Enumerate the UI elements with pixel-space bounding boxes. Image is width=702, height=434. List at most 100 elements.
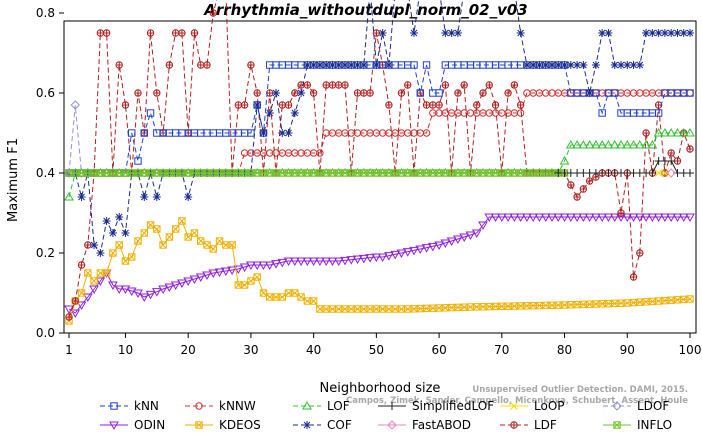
x-axis: 1 10 20 30 40 50 60 70 80 90 100 bbox=[65, 333, 701, 357]
data-point-ldf bbox=[579, 185, 588, 193]
legend-marker-knnw bbox=[195, 402, 203, 410]
data-point-ldf bbox=[479, 89, 487, 97]
data-point-odin bbox=[559, 213, 570, 223]
data-point-ldf bbox=[460, 81, 468, 89]
data-point-cof bbox=[686, 29, 694, 37]
data-point-odin bbox=[471, 229, 482, 239]
y-tick-label: 0.8 bbox=[36, 6, 55, 20]
data-point-cof bbox=[441, 29, 450, 37]
watermark-line-1: Unsupervised Outlier Detection. DAMI, 20… bbox=[472, 385, 688, 395]
data-point-knn bbox=[247, 129, 255, 137]
data-point-cof bbox=[315, 61, 324, 69]
data-point-odin bbox=[409, 246, 419, 256]
x-tick-label: 40 bbox=[306, 343, 321, 357]
series-ldof bbox=[64, 100, 93, 178]
plot-series bbox=[64, 0, 695, 325]
data-point-odin bbox=[591, 213, 601, 223]
data-point-cof bbox=[516, 29, 525, 37]
data-point-cof bbox=[284, 129, 293, 137]
legend-label-cof: COF bbox=[327, 418, 352, 432]
data-point-ldf bbox=[636, 249, 644, 257]
data-point-ldf bbox=[247, 61, 255, 69]
data-point-ldf bbox=[309, 89, 318, 97]
data-point-ldf bbox=[667, 149, 675, 157]
data-point-odin bbox=[578, 213, 589, 223]
data-point-loop bbox=[654, 169, 663, 177]
x-tick-label: 100 bbox=[679, 343, 702, 357]
data-point-odin bbox=[534, 213, 545, 223]
data-point-cof bbox=[604, 29, 613, 37]
data-point-ldf bbox=[77, 261, 86, 269]
data-point-odin bbox=[315, 257, 325, 267]
data-point-ldf bbox=[284, 101, 293, 109]
series-inflo bbox=[65, 169, 569, 177]
data-point-cof bbox=[566, 61, 575, 69]
series-fastabod bbox=[666, 168, 676, 178]
data-point-cof bbox=[610, 61, 619, 69]
x-tick-label: 50 bbox=[369, 343, 384, 357]
data-point-kdeos bbox=[153, 225, 161, 233]
data-point-cof bbox=[535, 61, 544, 69]
data-point-odin bbox=[252, 261, 263, 271]
legend-marker-ldf bbox=[510, 421, 518, 429]
data-point-odin bbox=[647, 213, 658, 223]
x-tick-label: 70 bbox=[494, 343, 509, 357]
legend-label-ldof: LDOF bbox=[637, 399, 669, 413]
data-point-cof bbox=[579, 61, 588, 69]
data-point-cof bbox=[554, 61, 563, 69]
data-point-inflo bbox=[535, 169, 544, 177]
data-point-lof bbox=[572, 139, 582, 149]
data-point-ldf bbox=[234, 101, 243, 109]
data-point-odin bbox=[478, 221, 488, 231]
data-point-knn bbox=[654, 109, 663, 117]
data-point-knnw bbox=[422, 129, 431, 137]
data-point-ldf bbox=[516, 101, 525, 109]
data-point-ldf bbox=[71, 297, 79, 305]
data-point-ldf bbox=[673, 157, 682, 165]
data-point-ldf bbox=[178, 29, 186, 37]
data-point-ldf bbox=[240, 101, 249, 109]
data-point-odin bbox=[183, 277, 194, 287]
data-point-lof bbox=[666, 127, 677, 137]
data-point-odin bbox=[672, 213, 683, 223]
data-point-ldf bbox=[404, 81, 412, 89]
data-point-odin bbox=[603, 213, 614, 223]
data-point-odin bbox=[597, 213, 608, 223]
data-point-odin bbox=[421, 244, 432, 253]
data-point-odin bbox=[302, 257, 313, 267]
data-point-odin bbox=[515, 213, 526, 223]
data-point-ldf bbox=[253, 89, 261, 97]
data-point-knnw bbox=[516, 109, 525, 117]
data-point-ldf bbox=[422, 101, 431, 109]
data-point-kdeos bbox=[77, 289, 86, 297]
data-point-kdeos bbox=[297, 293, 305, 301]
plot-frame bbox=[63, 20, 697, 334]
data-point-cof bbox=[290, 109, 299, 117]
watermark-line-2: Campos, Zimek, Sander, Campello, Micenko… bbox=[346, 396, 688, 406]
data-point-knn bbox=[422, 61, 431, 69]
data-point-odin bbox=[352, 255, 363, 265]
data-point-kdeos bbox=[197, 237, 205, 245]
data-point-odin bbox=[89, 285, 99, 295]
data-point-kdeos bbox=[253, 273, 261, 281]
data-point-cof bbox=[102, 217, 111, 225]
data-point-lof bbox=[685, 127, 695, 137]
data-point-cof bbox=[341, 61, 349, 69]
data-point-kdeos bbox=[491, 302, 500, 311]
data-point-odin bbox=[572, 213, 582, 223]
data-point-ldf bbox=[84, 241, 92, 249]
data-point-inflo bbox=[165, 169, 174, 177]
x-tick-label: 20 bbox=[181, 343, 196, 357]
data-point-cof bbox=[96, 249, 105, 257]
data-point-ldf bbox=[353, 89, 362, 97]
data-point-lof bbox=[672, 127, 683, 137]
series-odin bbox=[64, 213, 695, 319]
data-point-ldf bbox=[341, 81, 349, 89]
data-point-cof bbox=[573, 61, 582, 69]
data-point-kdeos bbox=[228, 241, 236, 249]
data-point-knn bbox=[416, 89, 424, 97]
data-point-odin bbox=[239, 263, 250, 273]
data-point-ldf bbox=[197, 61, 205, 69]
data-point-kdeos bbox=[128, 253, 136, 261]
data-point-simplifiedlof bbox=[667, 157, 676, 165]
